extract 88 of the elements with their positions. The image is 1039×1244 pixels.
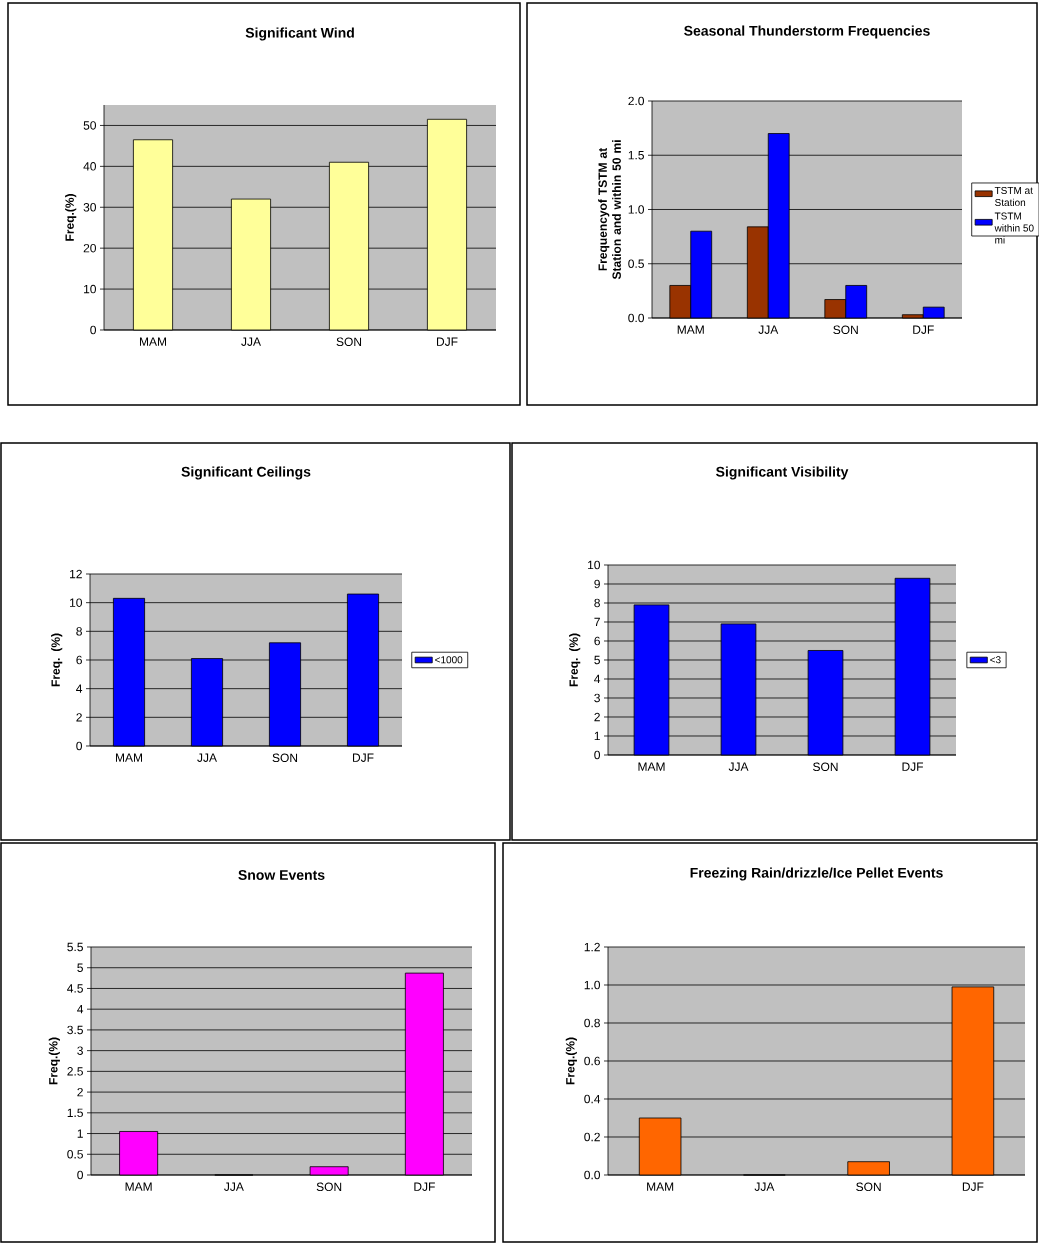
y-tick-label: 6: [594, 636, 600, 646]
y-tick-label: 5: [77, 963, 83, 972]
chart-title: Significant Visibility: [716, 466, 849, 480]
y-tick-label: 1.5: [67, 1108, 83, 1117]
y-tick-label: 2: [77, 1087, 83, 1097]
y-tick-label: 6: [76, 655, 82, 665]
chart-title: Freezing Rain/drizzle/Ice Pellet Events: [690, 867, 943, 881]
y-tick-label: 1: [77, 1129, 83, 1138]
x-tick-label: SON: [316, 1182, 342, 1192]
y-tick-label: 0.0: [628, 313, 645, 323]
legend-label: <3: [990, 656, 1001, 664]
x-tick-label: DJF: [962, 1182, 984, 1191]
y-tick-label: 1.5: [628, 151, 644, 160]
y-tick-label: 9: [594, 579, 600, 589]
x-tick-label: SON: [336, 337, 362, 347]
x-tick-label: MAM: [115, 753, 142, 762]
legend-label: <1000: [435, 656, 463, 664]
x-tick-label: DJF: [902, 762, 924, 771]
x-tick-label: JJA: [197, 753, 217, 762]
y-tick-label: 1.0: [584, 980, 601, 990]
y-tick-label: 0.5: [628, 259, 644, 268]
y-tick-label: 2.5: [67, 1067, 83, 1076]
x-tick-label: SON: [856, 1182, 881, 1192]
x-tick-label: MAM: [139, 337, 166, 346]
y-tick-label: 0: [77, 1170, 83, 1180]
x-tick-label: SON: [833, 325, 858, 335]
x-tick-label: MAM: [125, 1182, 152, 1191]
y-tick-label: 0.4: [584, 1094, 601, 1104]
y-tick-label: 5: [594, 655, 600, 665]
x-tick-label: MAM: [677, 325, 704, 334]
chart-title: Snow Events: [238, 870, 325, 880]
y-axis-title: Freq.(%): [48, 1037, 60, 1085]
y-tick-label: 10: [588, 560, 601, 570]
x-tick-label: DJF: [436, 337, 458, 346]
y-tick-label: 10: [84, 284, 96, 294]
legend-label: TSTM within 50 mi: [994, 212, 1034, 244]
y-axis-title: Freq. (%): [51, 633, 63, 687]
x-tick-label: JJA: [754, 1182, 775, 1191]
x-tick-label: SON: [272, 753, 298, 763]
y-axis-title: Frequencyof TSTM at Station and within 50 mi: [598, 140, 621, 280]
legend-label: TSTM at Station: [994, 186, 1033, 207]
y-tick-label: 1: [594, 731, 600, 741]
y-tick-label: 4: [76, 684, 83, 693]
x-tick-label: MAM: [638, 762, 665, 771]
y-tick-label: 0.8: [584, 1018, 600, 1028]
y-tick-label: 2: [594, 712, 600, 722]
y-tick-label: 3: [594, 693, 600, 703]
y-tick-label: 3: [77, 1046, 83, 1055]
x-tick-label: JJA: [758, 325, 779, 334]
x-tick-label: DJF: [913, 325, 934, 334]
y-tick-label: 8: [594, 598, 600, 608]
chart-title: Significant Wind: [245, 27, 354, 41]
y-tick-label: 0.2: [584, 1132, 600, 1142]
y-tick-label: 1.2: [584, 942, 600, 952]
y-tick-label: 4: [594, 674, 601, 684]
y-tick-label: 0.0: [584, 1170, 601, 1180]
y-tick-label: 3.5: [67, 1025, 83, 1035]
y-tick-label: 2.0: [628, 96, 645, 106]
y-tick-label: 50: [83, 121, 96, 130]
chart-title: Seasonal Thunderstorm Frequencies: [684, 25, 930, 39]
y-tick-label: 4: [77, 1005, 84, 1014]
y-axis-title: Freq. (%): [569, 633, 581, 687]
x-tick-label: JJA: [224, 1182, 244, 1191]
y-axis-title: Freq.(%): [565, 1037, 577, 1085]
x-tick-label: DJF: [414, 1182, 435, 1191]
y-tick-label: 0.5: [67, 1150, 83, 1159]
x-tick-label: SON: [813, 762, 838, 772]
y-tick-label: 8: [76, 627, 82, 636]
y-tick-label: 4.5: [67, 984, 83, 993]
y-tick-label: 12: [70, 569, 82, 579]
y-tick-label: 5.5: [67, 942, 83, 952]
y-tick-label: 40: [83, 162, 96, 171]
y-tick-label: 0: [76, 741, 82, 751]
y-tick-label: 2: [76, 713, 82, 722]
y-tick-label: 0: [90, 325, 96, 335]
x-tick-label: DJF: [352, 753, 374, 762]
y-tick-label: 7: [594, 617, 600, 627]
y-axis-title: Freq.(%): [65, 194, 77, 241]
x-tick-label: JJA: [241, 337, 261, 346]
chart-title: Significant Ceilings: [181, 466, 311, 480]
y-tick-label: 20: [83, 243, 96, 253]
x-tick-label: JJA: [728, 762, 749, 771]
y-tick-label: 10: [70, 598, 82, 607]
y-tick-label: 0.6: [584, 1056, 600, 1066]
y-tick-label: 30: [83, 203, 96, 212]
y-tick-label: 1.0: [628, 205, 645, 214]
x-tick-label: MAM: [647, 1182, 674, 1191]
y-tick-label: 0: [594, 750, 601, 760]
